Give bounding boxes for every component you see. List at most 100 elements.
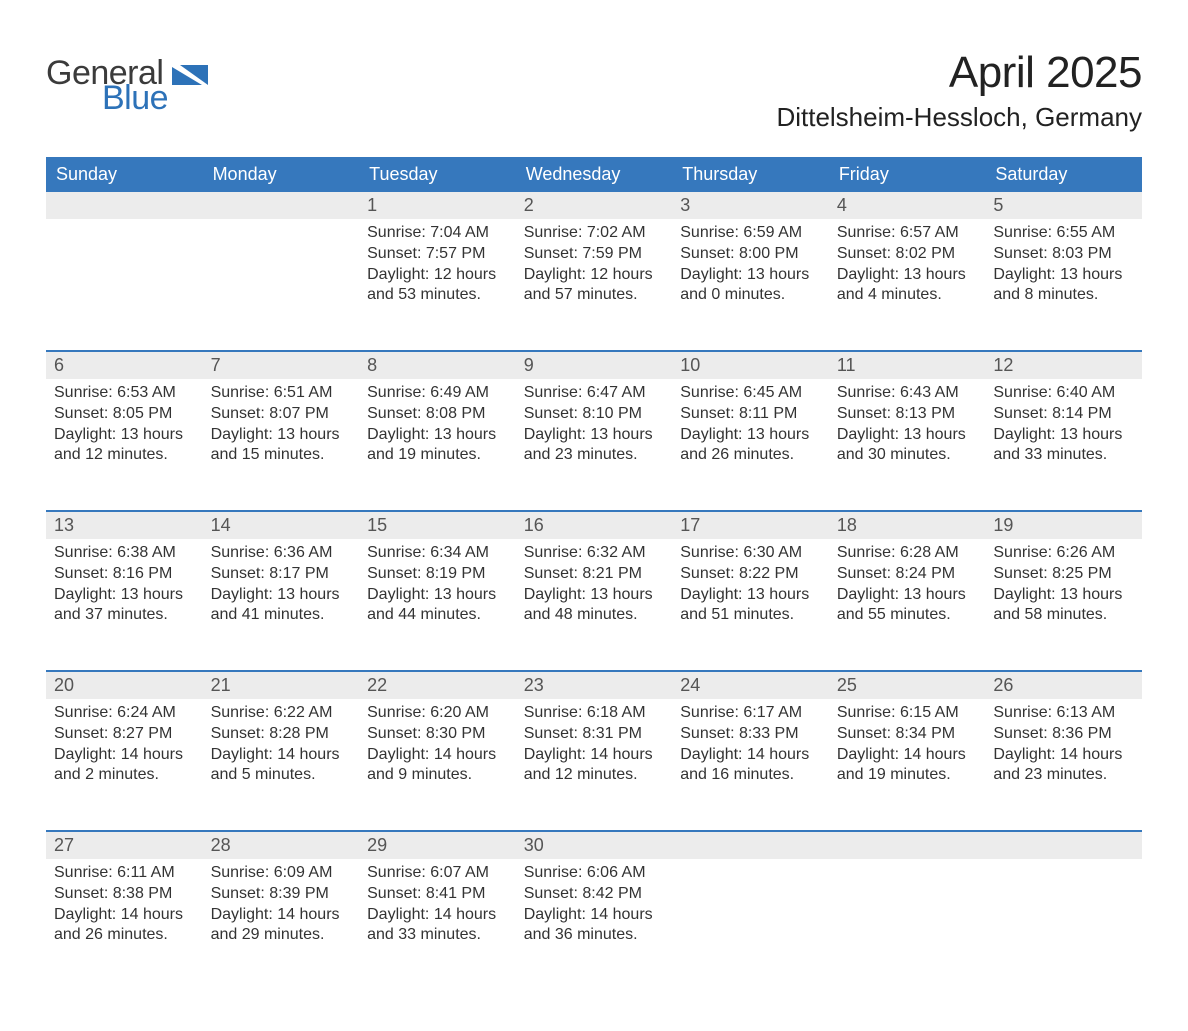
day-detail-line: Sunrise: 6:49 AM	[367, 383, 508, 404]
day-detail-line: Sunset: 8:42 PM	[524, 884, 665, 905]
day-number-cell: 9	[516, 351, 673, 379]
day-number-cell: 13	[46, 511, 203, 539]
day-body-cell: Sunrise: 7:02 AMSunset: 7:59 PMDaylight:…	[516, 219, 673, 351]
day-number-cell: 23	[516, 671, 673, 699]
day-number-cell: 5	[985, 192, 1142, 219]
day-detail-line: Daylight: 13 hours	[524, 585, 665, 606]
weekday-header: Thursday	[672, 157, 829, 192]
day-detail-line: Sunset: 8:02 PM	[837, 244, 978, 265]
day-body-cell: Sunrise: 6:45 AMSunset: 8:11 PMDaylight:…	[672, 379, 829, 511]
day-detail-line: Sunset: 8:21 PM	[524, 564, 665, 585]
day-detail-line: and 16 minutes.	[680, 765, 821, 786]
day-detail-line: Sunset: 8:34 PM	[837, 724, 978, 745]
day-body-row: Sunrise: 6:38 AMSunset: 8:16 PMDaylight:…	[46, 539, 1142, 671]
day-detail-line: and 33 minutes.	[993, 445, 1134, 466]
day-detail-line: and 15 minutes.	[211, 445, 352, 466]
logo-mark-icon	[172, 59, 212, 85]
day-number-cell: 6	[46, 351, 203, 379]
day-body-cell	[203, 219, 360, 351]
day-detail-line: Daylight: 13 hours	[524, 425, 665, 446]
day-detail-line: and 29 minutes.	[211, 925, 352, 946]
day-detail-line: Sunset: 8:24 PM	[837, 564, 978, 585]
day-number-cell: 17	[672, 511, 829, 539]
day-number-cell: 21	[203, 671, 360, 699]
day-detail-line: and 48 minutes.	[524, 605, 665, 626]
day-detail-line: and 4 minutes.	[837, 285, 978, 306]
header: General Blue April 2025 Dittelsheim-Hess…	[46, 36, 1142, 139]
day-body-cell: Sunrise: 6:09 AMSunset: 8:39 PMDaylight:…	[203, 859, 360, 991]
day-body-cell	[672, 859, 829, 991]
day-number-cell: 7	[203, 351, 360, 379]
logo-word-blue: Blue	[102, 83, 168, 114]
day-detail-line: Sunrise: 6:06 AM	[524, 863, 665, 884]
day-number-cell	[829, 831, 986, 859]
day-body-cell: Sunrise: 6:06 AMSunset: 8:42 PMDaylight:…	[516, 859, 673, 991]
day-detail-line: Sunset: 8:05 PM	[54, 404, 195, 425]
day-number-cell: 20	[46, 671, 203, 699]
day-detail-line: Sunrise: 6:36 AM	[211, 543, 352, 564]
day-body-cell: Sunrise: 6:22 AMSunset: 8:28 PMDaylight:…	[203, 699, 360, 831]
day-detail-line: Sunrise: 6:34 AM	[367, 543, 508, 564]
day-detail-line: Sunrise: 7:02 AM	[524, 223, 665, 244]
day-detail-line: and 26 minutes.	[680, 445, 821, 466]
day-detail-line: Daylight: 13 hours	[680, 585, 821, 606]
day-detail-line: Daylight: 14 hours	[211, 745, 352, 766]
day-number-cell	[985, 831, 1142, 859]
day-number-cell	[672, 831, 829, 859]
day-detail-line: and 44 minutes.	[367, 605, 508, 626]
day-detail-line: Sunrise: 6:17 AM	[680, 703, 821, 724]
weekday-header: Friday	[829, 157, 986, 192]
day-detail-line: and 33 minutes.	[367, 925, 508, 946]
day-detail-line: Sunset: 7:57 PM	[367, 244, 508, 265]
day-detail-line: Daylight: 13 hours	[993, 585, 1134, 606]
day-detail-line: Sunset: 8:41 PM	[367, 884, 508, 905]
day-detail-line: Daylight: 12 hours	[367, 265, 508, 286]
day-body-cell: Sunrise: 7:04 AMSunset: 7:57 PMDaylight:…	[359, 219, 516, 351]
day-detail-line: Sunset: 8:22 PM	[680, 564, 821, 585]
day-detail-line: Sunrise: 6:47 AM	[524, 383, 665, 404]
day-detail-line: Daylight: 13 hours	[54, 425, 195, 446]
page: General Blue April 2025 Dittelsheim-Hess…	[0, 0, 1188, 1031]
day-detail-line: Sunset: 8:16 PM	[54, 564, 195, 585]
day-detail-line: Sunrise: 6:51 AM	[211, 383, 352, 404]
day-number-cell: 14	[203, 511, 360, 539]
day-detail-line: Sunrise: 6:38 AM	[54, 543, 195, 564]
day-detail-line: Sunset: 8:30 PM	[367, 724, 508, 745]
day-detail-line: Daylight: 13 hours	[54, 585, 195, 606]
day-body-cell: Sunrise: 6:26 AMSunset: 8:25 PMDaylight:…	[985, 539, 1142, 671]
day-number-row: 13141516171819	[46, 511, 1142, 539]
day-detail-line: Sunrise: 6:18 AM	[524, 703, 665, 724]
day-detail-line: Sunrise: 6:59 AM	[680, 223, 821, 244]
day-detail-line: Daylight: 14 hours	[367, 745, 508, 766]
title-block: April 2025 Dittelsheim-Hessloch, Germany	[776, 36, 1142, 139]
day-number-cell: 2	[516, 192, 673, 219]
day-body-cell: Sunrise: 6:47 AMSunset: 8:10 PMDaylight:…	[516, 379, 673, 511]
day-detail-line: and 12 minutes.	[54, 445, 195, 466]
day-detail-line: Sunrise: 6:28 AM	[837, 543, 978, 564]
day-number-row: 27282930	[46, 831, 1142, 859]
day-number-cell: 1	[359, 192, 516, 219]
day-body-cell: Sunrise: 6:28 AMSunset: 8:24 PMDaylight:…	[829, 539, 986, 671]
day-detail-line: Sunset: 8:33 PM	[680, 724, 821, 745]
day-detail-line: and 8 minutes.	[993, 285, 1134, 306]
day-detail-line: Sunrise: 6:30 AM	[680, 543, 821, 564]
calendar-table: Sunday Monday Tuesday Wednesday Thursday…	[46, 157, 1142, 991]
day-detail-line: Sunrise: 6:45 AM	[680, 383, 821, 404]
day-number-cell: 15	[359, 511, 516, 539]
day-detail-line: and 0 minutes.	[680, 285, 821, 306]
day-body-cell: Sunrise: 6:30 AMSunset: 8:22 PMDaylight:…	[672, 539, 829, 671]
day-detail-line: Daylight: 14 hours	[211, 905, 352, 926]
day-detail-line: Sunrise: 6:22 AM	[211, 703, 352, 724]
day-body-cell: Sunrise: 6:34 AMSunset: 8:19 PMDaylight:…	[359, 539, 516, 671]
weekday-header: Sunday	[46, 157, 203, 192]
day-number-cell: 4	[829, 192, 986, 219]
day-body-cell: Sunrise: 6:40 AMSunset: 8:14 PMDaylight:…	[985, 379, 1142, 511]
day-detail-line: Daylight: 13 hours	[367, 425, 508, 446]
day-detail-line: Daylight: 13 hours	[993, 425, 1134, 446]
day-detail-line: Sunrise: 6:53 AM	[54, 383, 195, 404]
day-detail-line: and 37 minutes.	[54, 605, 195, 626]
day-body-cell: Sunrise: 6:59 AMSunset: 8:00 PMDaylight:…	[672, 219, 829, 351]
day-detail-line: Daylight: 13 hours	[367, 585, 508, 606]
day-detail-line: Sunset: 8:11 PM	[680, 404, 821, 425]
day-body-cell: Sunrise: 6:49 AMSunset: 8:08 PMDaylight:…	[359, 379, 516, 511]
